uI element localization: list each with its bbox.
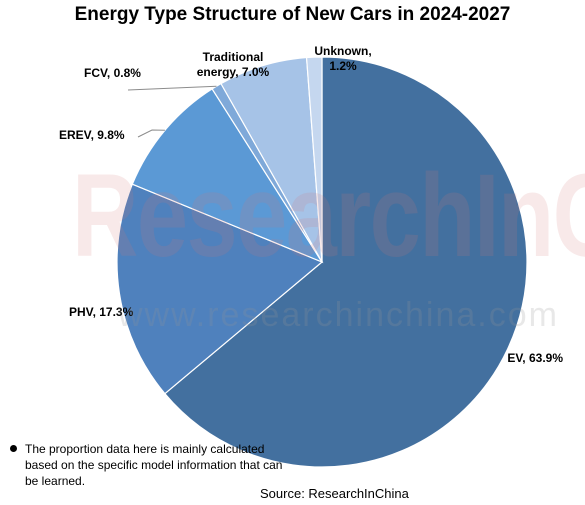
pie-slice-0 <box>164 56 528 468</box>
slice-label-1: PHV, 17.3% <box>69 305 134 319</box>
pie-slices <box>116 56 528 468</box>
footnote: The proportion data here is mainly calcu… <box>25 442 283 488</box>
leader-line-3 <box>127 85 217 91</box>
slice-label-5-line-0: Unknown, <box>314 44 371 58</box>
pie-slice-1 <box>116 183 324 395</box>
slice-labels: EV, 63.9% PHV, 17.3% EREV, 9.8% FCV, 0.8% Tr… <box>59 44 563 365</box>
watermark-url: www.researchinchina.com <box>118 296 559 334</box>
pie-slice-2 <box>131 88 324 264</box>
leader-line-2 <box>137 129 165 138</box>
watermark-logo: ResearchInChina <box>72 150 585 282</box>
pie-slice-5 <box>305 56 323 263</box>
slice-label-3: FCV, 0.8% <box>84 66 141 80</box>
chart-title: Energy Type Structure of New Cars in 202… <box>74 4 511 25</box>
slice-label-4-line-0: Traditional <box>203 50 264 64</box>
leader-lines <box>127 85 217 138</box>
slice-label-4-line-1: energy, 7.0% <box>197 65 270 79</box>
footnote-bullet <box>10 445 17 452</box>
slice-label-0: EV, 63.9% <box>507 351 563 365</box>
slice-label-2: EREV, 9.8% <box>59 128 125 142</box>
source-note: Source: ResearchInChina <box>260 486 409 501</box>
slice-label-5-line-1: 1.2% <box>329 59 357 73</box>
